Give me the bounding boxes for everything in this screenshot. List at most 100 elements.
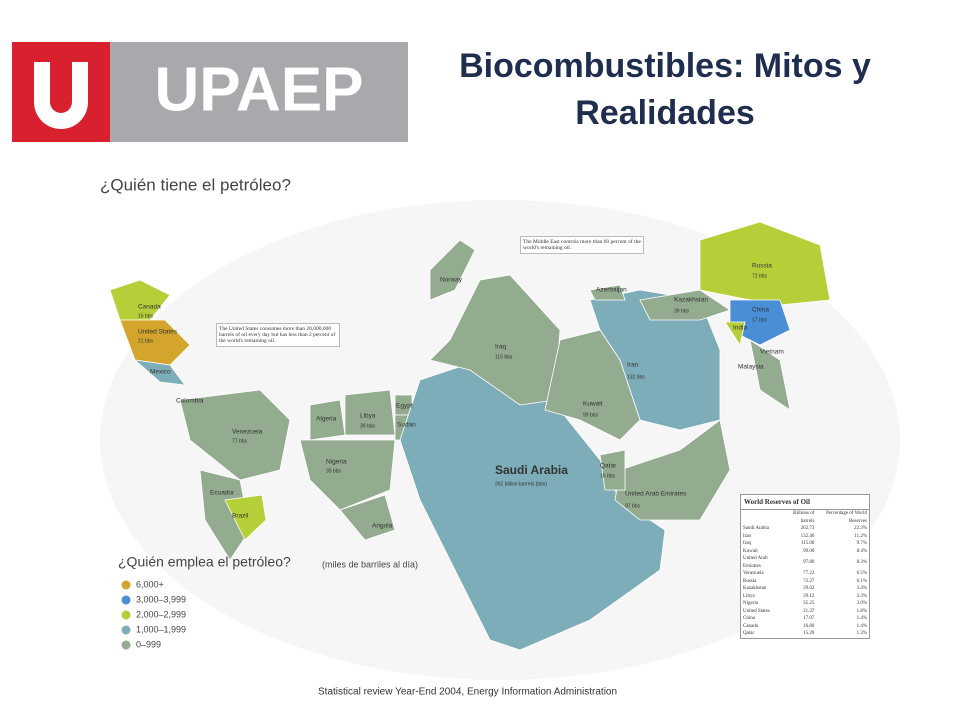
table-cell: 17.07 <box>803 616 815 621</box>
table-cell: 1.3% <box>856 631 867 636</box>
country-shape <box>724 321 746 347</box>
country-name: Sudan <box>397 422 416 429</box>
legend-label: 3,000–3,999 <box>136 594 186 604</box>
table-row: Venezuela 77.22 6.5% <box>741 570 869 578</box>
table-cell: China <box>743 616 755 621</box>
table-cell: 22.3% <box>854 526 867 531</box>
country-value: 99 bbs <box>583 412 599 418</box>
table-cell: 39.12 <box>803 593 815 599</box>
table-row: United Arab Emirates 97.80 8.3% <box>741 555 869 570</box>
table-cell: 35.25 <box>803 601 815 606</box>
table-row: Iran 132.46 11.2% <box>741 533 869 541</box>
country-name: Ecuador <box>210 490 235 497</box>
table-cell: 21.37 <box>803 608 815 614</box>
heading-unit: (miles de barriles al día) <box>322 559 418 569</box>
country-value: 115 bbs <box>495 354 513 360</box>
table-cell: Kuwait <box>743 548 758 554</box>
table-row: China 17.07 1.4% <box>741 615 869 623</box>
table-cell: 262.73 <box>800 526 815 531</box>
legend-swatch <box>121 625 131 635</box>
country-value: 35 bbs <box>326 468 342 474</box>
table-cell: 1.8% <box>856 608 867 614</box>
country-shape <box>179 389 291 481</box>
table-cell: United States <box>743 608 770 614</box>
table-title: World Reserves of Oil <box>741 495 869 510</box>
table-row: Russia 72.27 6.1% <box>741 578 869 586</box>
table-row: Canada 16.80 1.4% <box>741 623 869 631</box>
country-shape <box>599 449 626 491</box>
title: Realidades <box>575 94 755 132</box>
legend-swatch <box>121 640 131 650</box>
country-shape <box>749 339 791 411</box>
table-row: Kuwait 99.00 8.4% <box>741 548 869 556</box>
country-shape <box>699 221 831 306</box>
country-name: Egypt <box>396 403 413 410</box>
table-cell: Iraq <box>743 541 752 546</box>
column-header: Billions of barrels <box>793 511 815 524</box>
table-cell: 115.00 <box>800 541 815 546</box>
source: Statistical review Year-End 2004, Energy… <box>318 687 617 698</box>
country-name: Mexico <box>150 369 171 376</box>
country-name: Russia <box>752 263 772 270</box>
country-name: Algeria <box>316 416 337 423</box>
country-value: 97 bbs <box>625 503 641 509</box>
country-name: Vietnam <box>760 349 784 356</box>
column-header: Percentage of World Reserves <box>826 511 867 524</box>
table-cell: Canada <box>743 623 758 629</box>
country-value: 21 bbs <box>138 338 154 344</box>
country-name: Kuwait <box>583 401 603 408</box>
country-name: Norway <box>440 277 463 284</box>
country-value: 39 bbs <box>360 423 376 429</box>
table-cell: Russia <box>743 578 757 584</box>
country-shape <box>224 494 267 541</box>
country-name: India <box>733 325 747 332</box>
table-cell: Qatar <box>743 631 755 636</box>
table-cell: United Arab Emirates <box>743 556 768 569</box>
table-cell: Kazakhstan <box>743 586 767 591</box>
table-row: Qatar 15.20 1.3% <box>741 630 869 638</box>
country-name: China <box>752 307 769 314</box>
table-cell: 6.5% <box>856 571 867 576</box>
table-cell: 3.4% <box>856 586 867 591</box>
legend-label: 0–999 <box>136 639 161 649</box>
country-name: Azerbaijan <box>596 287 627 294</box>
table-cell: Nigeria <box>743 601 758 606</box>
country-shape <box>429 239 476 301</box>
logo-text: UPAEP <box>154 55 363 124</box>
table-cell: 3.0% <box>856 601 867 606</box>
table-cell: 15.20 <box>803 631 815 636</box>
table-cell: 72.27 <box>803 578 815 584</box>
annotation: The Middle East controls more than 60 pe… <box>520 236 644 254</box>
table-cell: 16.80 <box>803 623 815 629</box>
country-name: Brazil <box>232 513 249 520</box>
country-name: Malaysia <box>738 364 764 371</box>
country-name: Iraq <box>495 344 507 351</box>
legend-label: 2,000–2,999 <box>136 609 186 619</box>
country-shape <box>399 359 666 651</box>
table-cell: 99.00 <box>803 548 815 554</box>
country-shape <box>589 284 626 301</box>
country-value: 39 bbs <box>674 308 690 314</box>
country-name: United States <box>138 329 178 336</box>
country-shape <box>544 329 641 441</box>
country-value: 72 bbs <box>752 273 768 279</box>
country-shape <box>109 279 171 321</box>
table-cell: 1.4% <box>856 623 867 629</box>
country-name: Libya <box>360 413 376 420</box>
country-value: 16 bbs <box>138 313 154 319</box>
table-row: Iraq 115.00 9.7% <box>741 540 869 548</box>
table-cell: 3.3% <box>856 593 867 599</box>
country-name: Canada <box>138 304 161 311</box>
legend-swatch <box>121 595 131 605</box>
table-cell: 1.4% <box>856 616 867 621</box>
table-cell: 77.22 <box>803 571 815 576</box>
table-row: Nigeria 35.25 3.0% <box>741 600 869 608</box>
country-value: 262 billion barrels (bbs) <box>495 481 547 487</box>
legend-swatch <box>121 580 131 590</box>
country-value: 132 bbs <box>627 374 645 380</box>
country-name: Saudi Arabia <box>495 463 568 477</box>
country-name: Nigeria <box>326 459 347 466</box>
country-name: United Arab Emirates <box>625 491 687 498</box>
